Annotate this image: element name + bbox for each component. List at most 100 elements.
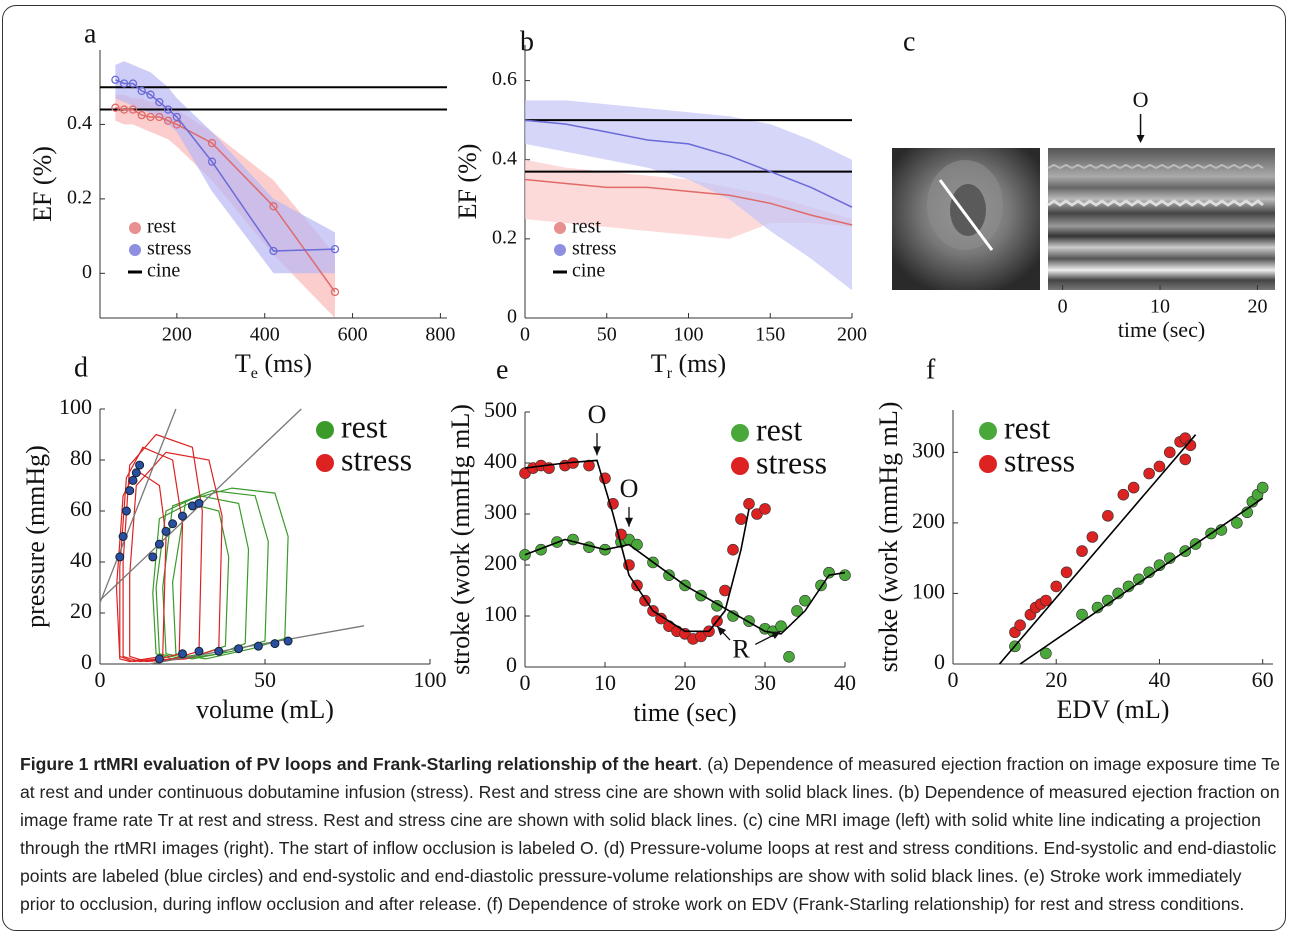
- x-tick-label: 200: [162, 324, 192, 346]
- y-axis-label: EF (%): [28, 146, 57, 222]
- legend-label: rest: [572, 216, 601, 238]
- fit-line: [998, 434, 1197, 665]
- point: [155, 97, 164, 107]
- x-axis-label-part: T: [235, 349, 251, 378]
- band: [115, 94, 336, 318]
- point: [120, 105, 129, 114]
- es-ed-point: [118, 532, 128, 541]
- es-ed-point: [135, 460, 145, 470]
- es-ed-point: [178, 511, 187, 521]
- y-tick-label: 20: [70, 598, 92, 623]
- fit-line: [524, 459, 750, 633]
- point: [146, 112, 155, 122]
- point: [207, 138, 217, 148]
- point: [583, 459, 595, 472]
- es-ed-point: [161, 526, 171, 536]
- es-ed-point: [154, 654, 164, 664]
- y-axis-label: EF (%): [453, 144, 482, 220]
- motion-stripe: [1047, 199, 1264, 207]
- x-tick-label: 400: [250, 324, 280, 346]
- es-ed-point: [121, 506, 131, 516]
- pv-loop: [162, 489, 269, 660]
- es-ed-point: [194, 646, 204, 656]
- point: [1076, 608, 1088, 621]
- panel-letter: c: [903, 26, 915, 57]
- x-tick-label: 10: [594, 670, 616, 695]
- legend-label: rest: [756, 411, 802, 447]
- point: [1231, 517, 1243, 529]
- series-line: [524, 119, 853, 208]
- point: [207, 157, 217, 166]
- x-axis-label-part: (ms): [258, 349, 312, 378]
- x-axis-label: time (sec): [633, 698, 736, 727]
- point: [839, 569, 851, 582]
- point: [146, 90, 155, 99]
- legend-label: stress: [1004, 442, 1075, 478]
- legend-label: rest: [1004, 409, 1050, 445]
- y-tick-label: 400: [484, 448, 517, 473]
- rt-image: [1048, 148, 1275, 290]
- x-tick-label: 0: [520, 324, 530, 346]
- legend-key: [979, 455, 997, 473]
- legend-key: [731, 424, 749, 442]
- x-tick-label: 100: [674, 324, 704, 346]
- motion-stripe: [1047, 163, 1264, 170]
- point: [1060, 566, 1073, 579]
- arrow-head: [625, 517, 633, 527]
- legend-key: [554, 222, 566, 234]
- es-ed-point: [154, 539, 164, 549]
- x-axis-label: Te (ms): [235, 349, 312, 382]
- point: [791, 605, 803, 617]
- es-ed-point: [283, 636, 293, 646]
- pv-loop: [171, 487, 289, 660]
- x-tick-label: 0: [1058, 296, 1068, 318]
- fit-line: [1019, 497, 1264, 665]
- es-ed-point: [214, 646, 224, 656]
- legend-label: stress: [147, 238, 192, 260]
- x-axis-label: volume (mL): [196, 695, 334, 724]
- panel-letter: a: [84, 18, 97, 49]
- es-ed-point: [253, 641, 263, 651]
- y-tick-label: 0.4: [67, 112, 92, 134]
- point: [1256, 481, 1269, 494]
- point: [163, 105, 173, 114]
- panel-letter: b: [520, 26, 534, 57]
- mri-images: [892, 148, 1275, 290]
- y-tick-label: 0.2: [67, 186, 92, 208]
- x-tick-label: 600: [338, 324, 368, 346]
- es-ed-point: [148, 552, 158, 562]
- caption: Figure 1 rtMRI evaluation of PV loops an…: [20, 750, 1280, 918]
- es-ed-point: [125, 486, 135, 496]
- point: [1076, 545, 1088, 557]
- es-ed-point: [234, 644, 244, 654]
- point: [111, 75, 120, 84]
- x-tick-label: 40: [1148, 667, 1170, 692]
- legend-label: cine: [572, 260, 605, 282]
- y-tick-label: 200: [912, 508, 945, 533]
- pv-loop: [119, 446, 184, 663]
- y-tick-label: 0: [81, 649, 92, 674]
- y-axis-label: stroke (work (mmHg mL): [446, 404, 475, 675]
- pv-relation: [99, 408, 177, 604]
- point: [269, 246, 278, 256]
- point: [1179, 453, 1192, 466]
- y-axis-label: pressure (mmHg): [21, 445, 50, 628]
- caption-title: Figure 1 rtMRI evaluation of PV loops an…: [20, 754, 698, 774]
- legend-key: [316, 454, 334, 472]
- point: [155, 112, 164, 122]
- point: [137, 110, 146, 120]
- point: [163, 116, 173, 125]
- point: [1086, 531, 1099, 543]
- y-tick-label: 80: [70, 445, 92, 470]
- point: [1117, 488, 1130, 501]
- y-tick-label: 100: [484, 601, 517, 626]
- point: [1153, 460, 1166, 473]
- point: [655, 612, 667, 625]
- x-tick-label: 200: [837, 324, 867, 346]
- x-axis-label: time (sec): [1118, 317, 1205, 342]
- es-ed-point: [131, 468, 141, 478]
- y-tick-label: 0: [82, 261, 92, 283]
- y-tick-label: 300: [484, 499, 517, 524]
- y-tick-label: 0: [934, 649, 945, 674]
